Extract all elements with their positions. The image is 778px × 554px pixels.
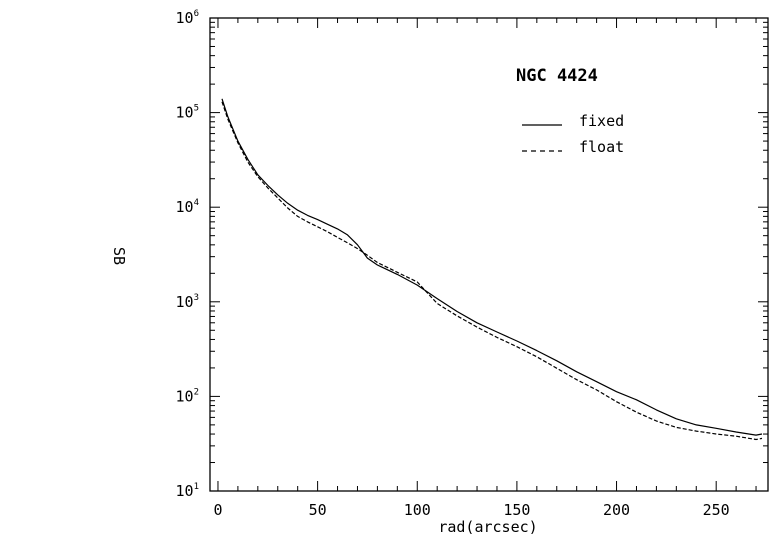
x-axis-ticks: 0 50 100 150 200 250	[213, 18, 757, 519]
series-layer	[221, 98, 763, 441]
legend-entry-fixed: fixed	[579, 112, 624, 130]
x-axis-label: rad(arcsec)	[438, 518, 537, 536]
x-tick-label: 200	[603, 501, 630, 519]
x-tick-label: 50	[309, 501, 327, 519]
y-tick-label: 104	[176, 198, 199, 216]
chart-title: NGC 4424	[516, 66, 598, 86]
series-line-fixed	[221, 98, 763, 436]
y-tick-label: 102	[176, 387, 199, 405]
y-axis-ticks: 101 102 103 104 105 106	[176, 9, 768, 500]
plot-frame	[209, 17, 769, 492]
legend-entry-float: float	[579, 138, 624, 156]
x-tick-label: 150	[503, 501, 530, 519]
y-tick-label: 106	[176, 9, 199, 27]
y-tick-label: 101	[176, 482, 199, 500]
y-tick-label: 103	[176, 293, 199, 311]
plot-border	[209, 17, 769, 492]
x-tick-label: 250	[703, 501, 730, 519]
x-tick-label: 100	[404, 501, 431, 519]
series-line-float	[221, 101, 763, 441]
y-axis-label: SB	[110, 247, 128, 265]
x-tick-label: 0	[213, 501, 222, 519]
y-tick-label: 105	[176, 104, 199, 122]
legend: fixed float	[522, 112, 624, 156]
